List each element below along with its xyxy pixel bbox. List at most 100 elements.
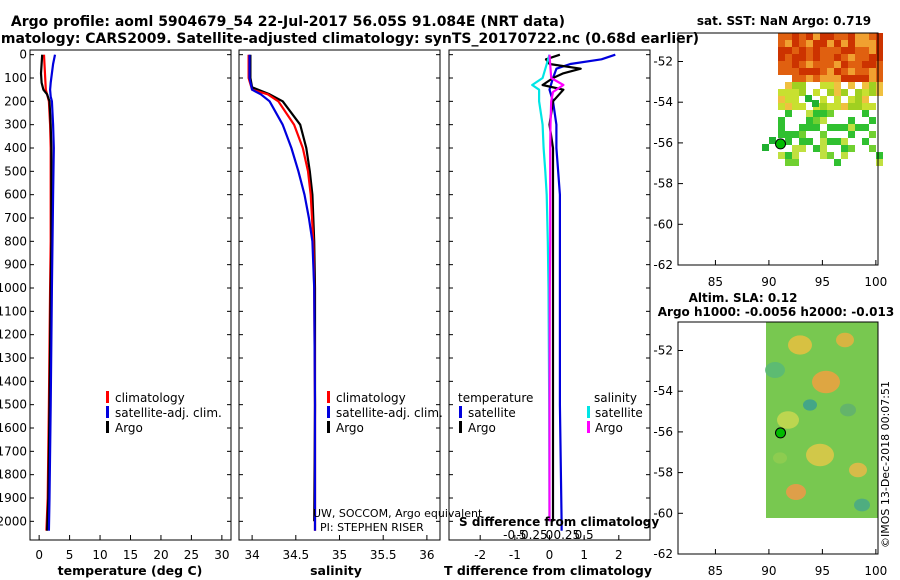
sst-cell xyxy=(869,61,876,68)
depth-tick-label: 1100 xyxy=(0,304,27,318)
x-tick-label: 34 xyxy=(244,548,259,562)
credit-line2: PI: STEPHEN RISER xyxy=(320,521,424,534)
sst-cell xyxy=(834,33,841,40)
sst-cell xyxy=(778,103,785,110)
sst-cell xyxy=(827,61,834,68)
sst-cell xyxy=(848,33,855,40)
salinity-x-ticks: 34 34.5 35 35.5 36 xyxy=(244,535,435,562)
depth-tick-label: 1900 xyxy=(0,491,27,505)
sst-cell xyxy=(841,68,848,75)
x-tick-label: 36 xyxy=(419,548,434,562)
sst-cell xyxy=(869,82,876,89)
sst-cell xyxy=(792,131,799,138)
sst-cell xyxy=(820,75,827,82)
legend-label-s-argo: Argo xyxy=(595,421,623,435)
sst-cell xyxy=(869,68,876,75)
difference-legend: temperature satellite Argo salinity sate… xyxy=(458,391,643,435)
sst-cell xyxy=(762,144,769,151)
sst-cell xyxy=(841,89,848,96)
sst-cell xyxy=(820,145,827,152)
depth-tick-label: 1000 xyxy=(0,281,27,295)
sst-cell xyxy=(785,54,792,61)
temperature-legend: climatology satellite-adj. clim. Argo xyxy=(106,391,222,435)
sst-cell xyxy=(799,54,806,61)
x-tick-label: 34.5 xyxy=(282,548,309,562)
sst-cell xyxy=(813,89,820,96)
sst-cell xyxy=(827,68,834,75)
x-tick-label: 20 xyxy=(153,548,168,562)
sst-cell xyxy=(862,75,869,82)
sst-map-panel: sat. SST: NaN Argo: 0.719 85 90 95 100 -52 -5… xyxy=(653,14,887,289)
sst-cell xyxy=(792,96,799,103)
sst-cell xyxy=(778,61,785,68)
sst-cell xyxy=(820,68,827,75)
sst-cell xyxy=(820,33,827,40)
sst-cell xyxy=(813,75,820,82)
sst-cell xyxy=(778,89,785,96)
sst-cell xyxy=(785,138,792,145)
temperature-xlabel: temperature (deg C) xyxy=(58,563,203,578)
sst-cell xyxy=(806,33,813,40)
sst-cell xyxy=(876,75,883,82)
sst-cell xyxy=(792,40,799,47)
sst-cell xyxy=(862,124,869,131)
depth-tick-label: 900 xyxy=(4,258,27,272)
sst-cell xyxy=(792,61,799,68)
sst-cell xyxy=(778,117,785,124)
map-y-tick-label: -56 xyxy=(653,136,673,150)
sst-cell xyxy=(785,33,792,40)
legend-label-t-satellite: satellite xyxy=(468,406,516,420)
sst-cell xyxy=(812,100,819,107)
map-x-tick-label: 100 xyxy=(864,275,887,289)
sst-cell xyxy=(820,117,827,124)
sla-anomaly-patch xyxy=(788,335,812,355)
depth-tick-label: 1200 xyxy=(0,328,27,342)
sla-anomaly-patch xyxy=(840,403,856,417)
sst-cell xyxy=(778,40,785,47)
map-x-tick-label: 95 xyxy=(815,564,830,578)
x-tick-label: 1 xyxy=(580,548,588,562)
sst-cell xyxy=(806,40,813,47)
sla-anomaly-patch xyxy=(849,462,867,478)
sst-cell xyxy=(792,152,799,159)
series-line-s-satellite xyxy=(531,54,551,522)
sst-cell xyxy=(813,110,820,117)
sst-cell xyxy=(799,131,806,138)
depth-tick-label: 200 xyxy=(4,94,27,108)
sst-cell xyxy=(799,75,806,82)
legend-label-t-argo: Argo xyxy=(468,421,496,435)
sst-cell xyxy=(855,54,862,61)
sst-cell xyxy=(792,47,799,54)
sla-map-subtitle: Argo h1000: -0.0056 h2000: -0.013 xyxy=(658,305,894,319)
sst-cell xyxy=(813,124,820,131)
salinity-legend: climatology satellite-adj. clim. Argo xyxy=(327,391,443,435)
sst-cell xyxy=(862,54,869,61)
sst-cell xyxy=(792,75,799,82)
sst-cell xyxy=(848,47,855,54)
legend-label-climatology: climatology xyxy=(115,391,185,405)
sst-cell xyxy=(799,33,806,40)
salinity-series xyxy=(239,54,440,531)
sst-cell xyxy=(848,124,855,131)
s-difference-label: S difference from climatology xyxy=(459,515,659,529)
legend-swatch-t-satellite xyxy=(459,406,462,418)
depth-tick-label: 1600 xyxy=(0,421,27,435)
sst-cell xyxy=(848,82,855,89)
sst-cell xyxy=(855,75,862,82)
sst-cell xyxy=(876,159,883,166)
sst-cell xyxy=(785,110,792,117)
sst-cell xyxy=(785,103,792,110)
salinity-difference-ticks: -0.5-0.2500.250.5 xyxy=(503,528,594,542)
sst-cell xyxy=(820,103,827,110)
sst-cell xyxy=(876,68,883,75)
sst-cell xyxy=(834,82,841,89)
sst-cell xyxy=(876,47,883,54)
depth-tick-label: 0 xyxy=(19,48,27,62)
legend-swatch-s-argo xyxy=(587,421,590,433)
series-line-t-argo xyxy=(541,53,582,522)
sst-cell xyxy=(841,54,848,61)
sst-cell xyxy=(792,68,799,75)
x-tick-label: -2 xyxy=(474,548,486,562)
sla-anomaly-patch xyxy=(803,399,817,411)
salinity-xlabel: salinity xyxy=(310,563,362,578)
